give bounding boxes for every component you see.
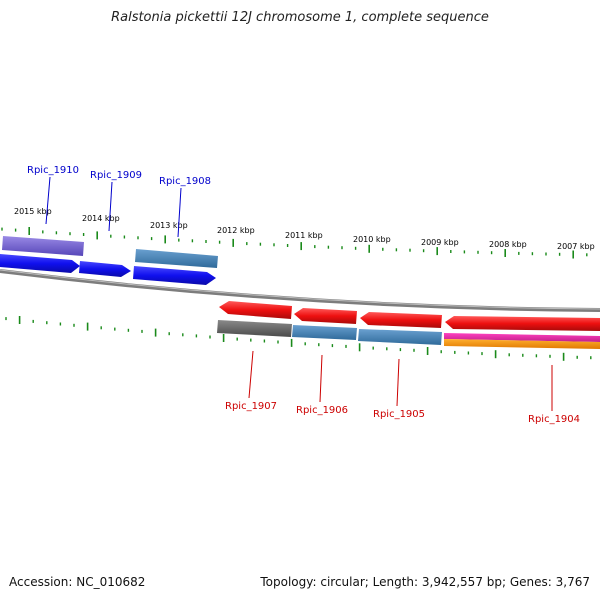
page-title: Ralstonia pickettii 12J chromosome 1, co… [111,10,489,25]
gene-label-rpic-1904[interactable]: Rpic_1904 [528,414,580,425]
gene-label-rpic-1909[interactable]: Rpic_1909 [90,170,142,181]
chromosome-backbone-highlight [0,269,600,310]
forward-gene-labels: Rpic_1910 Rpic_1909 Rpic_1908 [27,165,211,238]
scale-label: 2014 kbp [82,214,120,223]
gene-arrow-rpic-1910[interactable] [0,254,80,273]
scale-ticks-lower [5,316,592,361]
scale-label: 2013 kbp [150,221,188,230]
leader-line [177,187,182,238]
reverse-gene-labels: Rpic_1907 Rpic_1906 Rpic_1905 Rpic_1904 [225,350,580,425]
gene-arrow-rpic-1907[interactable] [219,301,292,319]
gene-label-rpic-1907[interactable]: Rpic_1907 [225,401,277,412]
feature-bar-steel [135,249,218,268]
gene-label-rpic-1906[interactable]: Rpic_1906 [296,405,348,416]
scale-label: 2007 kbp [557,242,595,251]
scale-label: 2009 kbp [421,238,459,247]
scale-label: 2015 kbp [14,207,52,216]
chromosome-backbone [0,269,600,312]
gene-arrow-rpic-1906[interactable] [294,308,357,324]
scale-label: 2008 kbp [489,240,527,249]
gene-label-rpic-1910[interactable]: Rpic_1910 [27,165,79,176]
feature-bar-purple [2,236,84,256]
gene-arrow-rpic-1909[interactable] [79,261,131,277]
gene-arrow-rpic-1908[interactable] [133,266,216,285]
topology-summary: Topology: circular; Length: 3,942,557 bp… [260,575,590,589]
feature-bar-orange [444,339,600,349]
leader-line [45,176,51,225]
feature-bar-steel [358,329,442,345]
scale-label: 2011 kbp [285,231,323,240]
scale-ticks-upper [1,227,588,259]
leader-line [396,358,400,407]
accession-text: Accession: NC_010682 [9,575,146,589]
scale-label: 2010 kbp [353,235,391,244]
gene-label-rpic-1905[interactable]: Rpic_1905 [373,409,425,420]
feature-bar-gray [217,320,292,337]
scale-label: 2012 kbp [217,226,255,235]
leader-line [248,350,254,399]
leader-line [319,354,323,403]
gene-arrow-rpic-1905[interactable] [360,312,442,328]
scale-labels: 2015 kbp 2014 kbp 2013 kbp 2012 kbp 2011… [14,207,595,251]
leader-line [108,181,113,232]
feature-bar-steel [292,325,357,340]
gene-arrow-rpic-1904[interactable] [445,316,600,331]
gene-label-rpic-1908[interactable]: Rpic_1908 [159,176,211,187]
